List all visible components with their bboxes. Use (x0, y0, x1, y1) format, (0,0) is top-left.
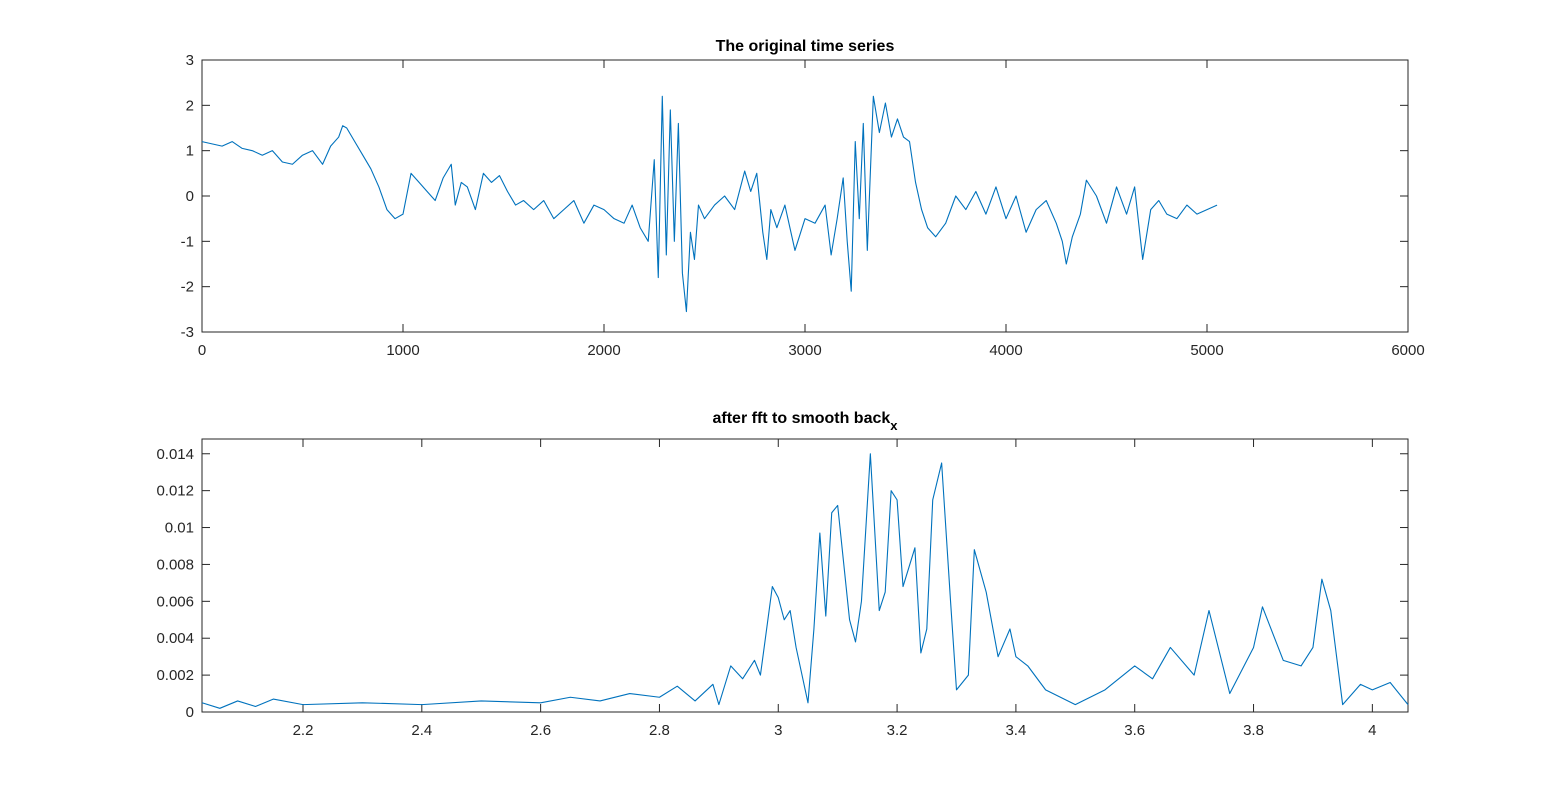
time-series-y-tick-label: -1 (181, 233, 194, 250)
fft-smoothed-y-tick-label: 0.002 (156, 667, 194, 684)
time-series-x-tick-label: 1000 (386, 342, 419, 359)
fft-smoothed-y-tick-label: 0.01 (165, 520, 194, 537)
time-series-plot: 0 1000 2000 3000 4000 5000 6000 -3 -2 -1 0 1 2 3 The … (181, 38, 1425, 359)
fft-smoothed-tick-labels: 2.2 2.4 2.6 2.8 3 3.2 3.4 3.6 3.8 4 0 0.002 0.004 0.0… (156, 446, 1376, 739)
fft-smoothed-x-tick-label: 3.6 (1124, 722, 1145, 739)
fft-smoothed-y-tick-label: 0.012 (156, 483, 194, 500)
fft-smoothed-y-tick-label: 0.006 (156, 593, 194, 610)
time-series-y-tick-label: 0 (186, 188, 194, 205)
fft-smoothed-x-tick-label: 2.2 (293, 722, 314, 739)
fft-smoothed-y-tick-label: 0.004 (156, 630, 194, 647)
fft-smoothed-x-tick-label: 3 (774, 722, 782, 739)
time-series-y-tick-label: -2 (181, 279, 194, 296)
time-series-y-tick-label: 1 (186, 143, 194, 160)
fft-smoothed-line (201, 453, 1409, 709)
fft-smoothed-plot: 2.2 2.4 2.6 2.8 3 3.2 3.4 3.6 3.8 4 0 0.002 0.004 0.0… (156, 410, 1409, 739)
time-series-ticks (201, 59, 1409, 333)
time-series-y-tick-label: -3 (181, 324, 194, 341)
fft-smoothed-x-tick-label: 3.8 (1243, 722, 1264, 739)
time-series-y-tick-label: 3 (186, 52, 194, 69)
time-series-line (201, 95, 1218, 313)
time-series-x-tick-label: 2000 (587, 342, 620, 359)
time-series-axes-frame (201, 59, 1409, 333)
fft-smoothed-axes-frame (201, 438, 1409, 713)
fft-smoothed-title-subscript: x (890, 418, 898, 433)
fft-smoothed-x-tick-label: 3.2 (887, 722, 908, 739)
fft-smoothed-ticks (202, 439, 1408, 713)
fft-smoothed-y-tick-label: 0.008 (156, 556, 194, 573)
time-series-y-tick-label: 2 (186, 97, 194, 114)
time-series-x-tick-label: 5000 (1190, 342, 1223, 359)
fft-smoothed-x-tick-label: 2.6 (530, 722, 551, 739)
fft-smoothed-title: after fft to smooth backx (712, 410, 898, 433)
time-series-x-tick-label: 0 (198, 342, 206, 359)
fft-smoothed-x-tick-label: 2.4 (411, 722, 432, 739)
fft-smoothed-x-tick-label: 3.4 (1005, 722, 1026, 739)
time-series-title: The original time series (716, 38, 895, 55)
fft-smoothed-x-tick-label: 2.8 (649, 722, 670, 739)
fft-smoothed-y-tick-label: 0.014 (156, 446, 194, 463)
time-series-x-tick-label: 4000 (989, 342, 1022, 359)
fft-smoothed-x-tick-label: 4 (1368, 722, 1376, 739)
time-series-x-tick-label: 3000 (788, 342, 821, 359)
time-series-tick-labels: 0 1000 2000 3000 4000 5000 6000 -3 -2 -1 0 1 2 3 (181, 52, 1425, 359)
time-series-x-tick-label: 6000 (1391, 342, 1424, 359)
fft-smoothed-y-tick-label: 0 (186, 704, 194, 721)
fft-smoothed-title-main: after fft to smooth back (712, 410, 890, 427)
